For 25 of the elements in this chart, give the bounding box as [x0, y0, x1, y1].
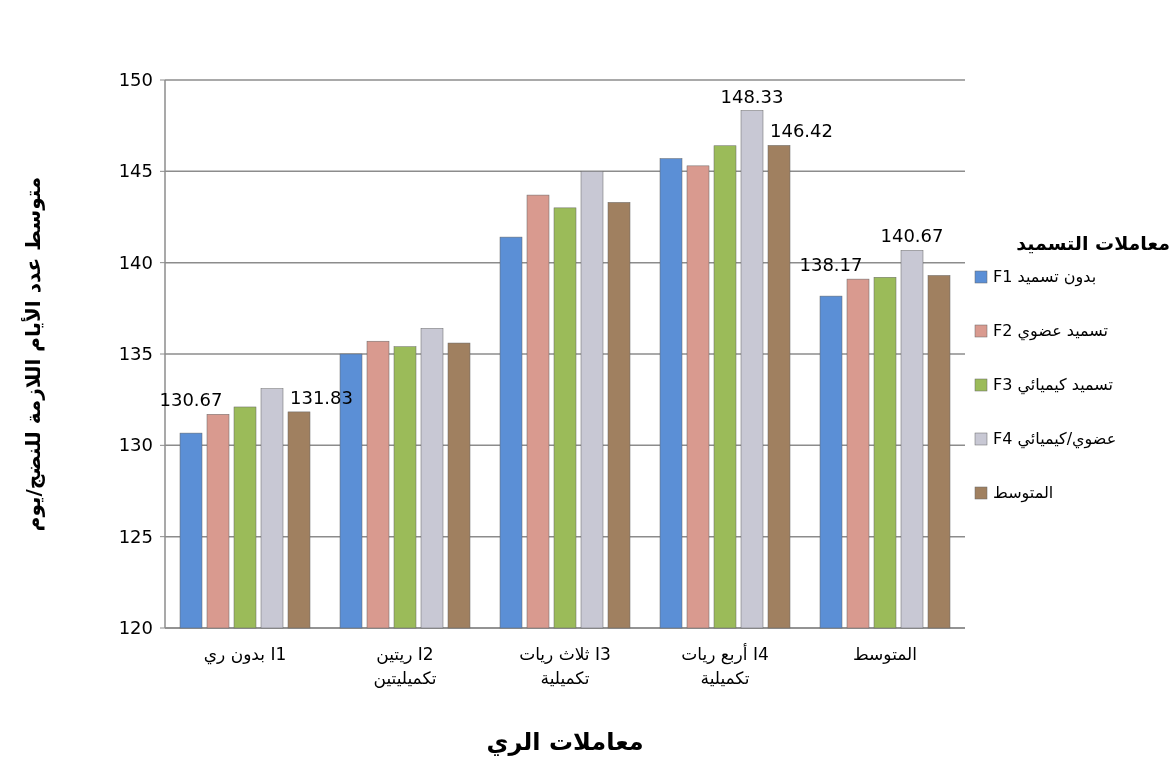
legend-label: المتوسط: [993, 483, 1054, 503]
y-tick-label: 125: [118, 525, 153, 547]
legend-label: بدون تسميد F1: [993, 267, 1097, 287]
y-tick-label: 140: [118, 251, 153, 273]
data-label: 148.33: [720, 85, 784, 107]
x-tick-label: بدون ري I1: [203, 644, 287, 665]
x-axis-title: معاملات الري: [486, 728, 644, 756]
y-tick-label: 135: [118, 343, 153, 364]
x-tick-label: أربع ريات I4 تكميلية: [681, 643, 769, 688]
legend-label: تسميد كيميائي F3: [993, 375, 1113, 395]
x-tick-label: ثلاث ريات I3 تكميلية: [519, 644, 611, 688]
y-axis-title: متوسط عدد الأيام اللازمة للنضج/يوم: [20, 176, 45, 532]
legend-label: عضوي/كيميائي F4: [993, 429, 1117, 449]
data-label: 130.67: [159, 389, 223, 411]
data-label: 140.67: [880, 225, 944, 247]
data-label: 138.17: [799, 254, 863, 276]
y-tick-label: 120: [118, 617, 153, 638]
y-tick-label: 145: [118, 160, 153, 182]
legend-label: تسميد عضوي F2: [993, 321, 1108, 341]
x-tick-label: المتوسط: [852, 644, 918, 664]
x-tick-label: ريتين I2 تكميليتين: [373, 644, 437, 688]
data-label: 146.42: [770, 120, 833, 142]
y-tick-label: 150: [118, 69, 153, 90]
legend-title: معاملات التسميد: [1016, 232, 1170, 254]
y-tick-label: 130: [118, 434, 153, 456]
